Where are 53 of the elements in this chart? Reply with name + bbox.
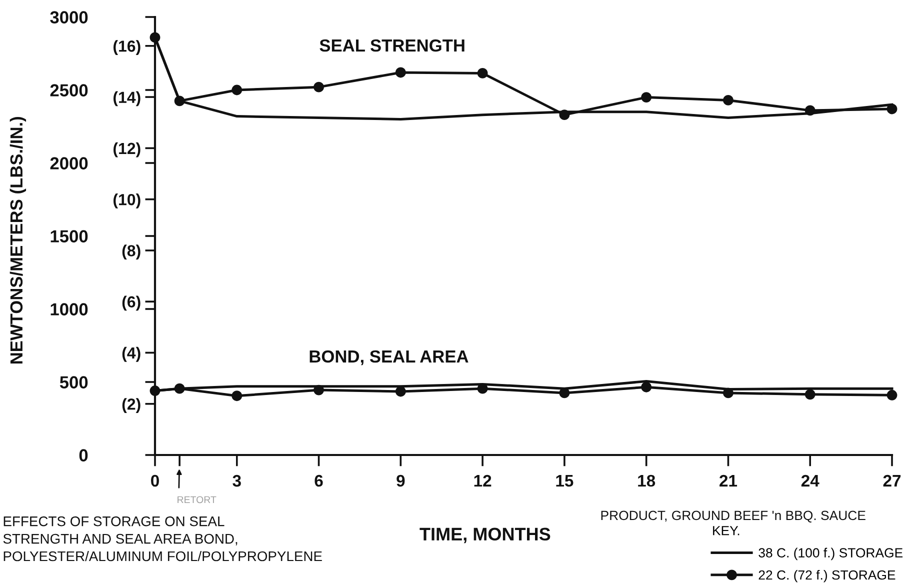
point [395,67,406,78]
point [314,384,324,396]
x-tick-label: 3 [232,474,241,487]
y2-tick-label: (6) [122,296,140,311]
y-axis-title: NEWTONS/METERS (LBS./IN.) [10,116,26,364]
y2-tick-label: (12) [114,142,140,158]
x-tick-label: 18 [638,474,656,487]
x-tick-label: 21 [720,474,738,487]
y2-tick-label: (8) [122,244,140,260]
text: PRODUCT, GROUND BEEF 'n BBQ. SAUCE [601,510,866,522]
point [314,82,324,92]
point [886,390,898,400]
point [641,92,652,103]
x-tick-label: 6 [314,474,323,487]
point [559,110,570,120]
x-tick-label: 9 [396,474,405,487]
legend-title: KEY. [713,526,740,536]
point [395,386,406,397]
x-tick-label: 0 [151,474,159,487]
text: EFFECTS OF STORAGE ON SEAL STRENGTH AND SEAL AREA BOND, POLYESTER/ALUMINUM FOIL/POLYPROPYLENE [3,516,322,562]
point [174,383,185,394]
point [804,105,816,116]
point [477,68,488,78]
y-tick-label: 1500 [50,230,88,242]
annotation: BOND, SEAL AREA [310,350,468,366]
point [886,104,898,114]
y-tick-label: 500 [60,376,88,388]
y-tick-label: 1000 [50,303,88,316]
x-tick-label: 27 [883,474,901,487]
point [723,95,734,106]
x-tick-label: 15 [556,475,574,487]
legend-label: 38 C. (100 f.) STORAGE [758,548,903,560]
x-axis-title: TIME, MONTHS [420,528,550,544]
y-tick-label: 3000 [50,11,88,24]
y2-tick-label: (16) [114,40,140,55]
point [723,388,734,398]
y2-tick-label: (2) [122,398,140,413]
x-tick-label: 12 [474,474,492,487]
y-tick-label: 2000 [50,157,88,170]
annotation: SEAL STRENGTH [320,39,464,52]
point [804,389,816,400]
legend-label: 22 C. (72 f.) STORAGE [758,570,896,582]
y2-tick-label: (14) [114,91,140,106]
point [232,390,242,402]
point [232,84,242,96]
point [174,96,185,106]
y-tick-label: 0 [79,449,88,462]
y2-tick-label: (4) [122,346,140,362]
text: RETORT [178,496,216,504]
point [641,382,652,392]
x-tick-label: 24 [801,474,820,487]
y2-tick-label: (10) [114,194,140,208]
y-tick-label: 2500 [50,84,88,96]
